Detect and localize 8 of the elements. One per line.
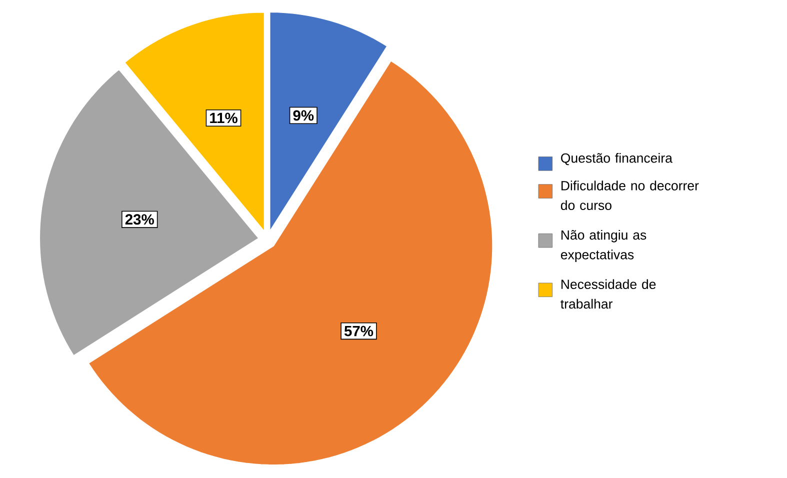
data-label: 23% [125,214,154,224]
data-label: 11% [210,112,238,124]
data-label: 57% [344,326,374,336]
legend-label: Necessidade de trabalhar [560,279,656,309]
legend-label: Não atingiu as expectativas [560,230,646,262]
data-label: 9% [293,110,314,121]
legend-label: Questão financeira [561,152,672,166]
legend-label: Dificuldade no decorrer do curso [560,180,699,210]
